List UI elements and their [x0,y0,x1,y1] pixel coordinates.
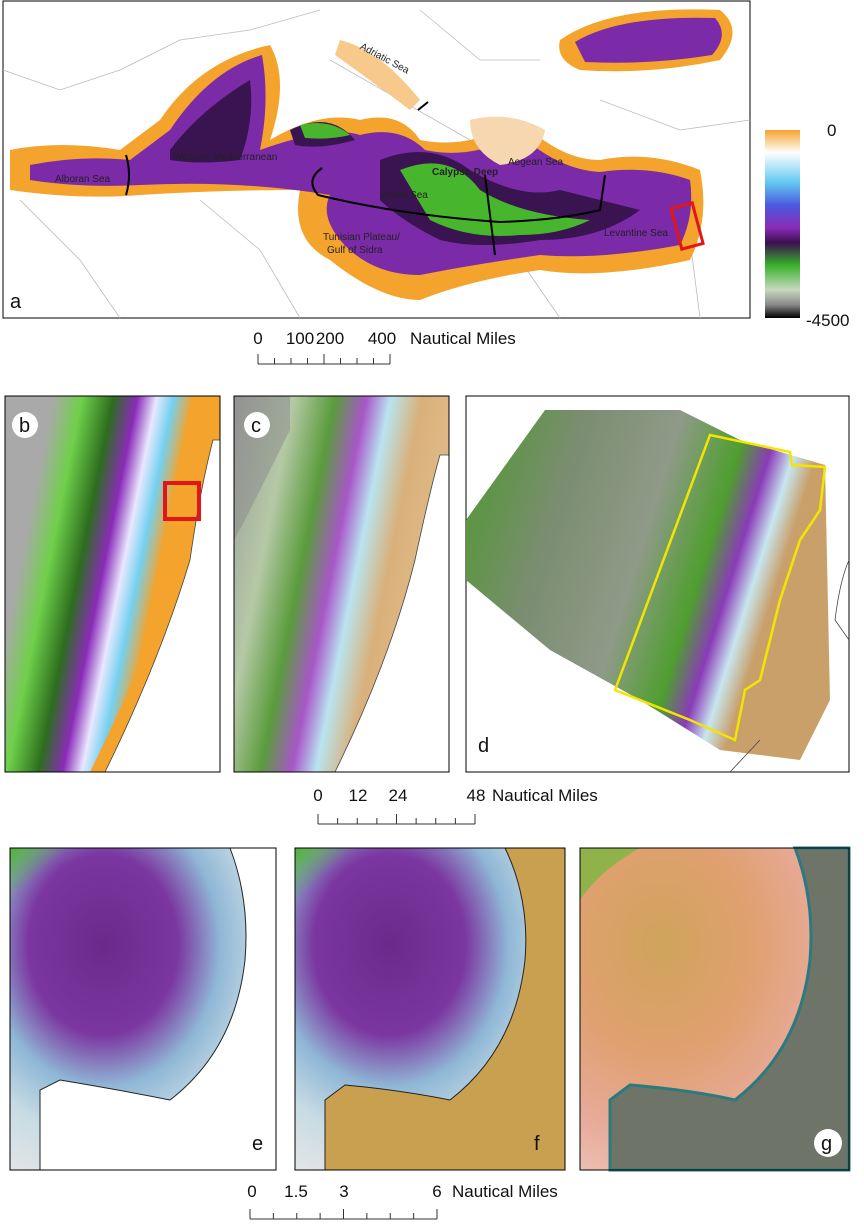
sea-label: Aegean Sea [508,157,563,168]
panel-e: e [10,848,276,1170]
panel-letter: b [19,415,30,437]
scale-label: 100 [286,329,314,348]
figure: Adriatic Sea Western Mediterranean Albor… [0,0,864,1226]
sea-label: Calypso Deep [432,167,498,178]
scale-label: 0 [247,1182,256,1201]
scale-label: 400 [368,329,396,348]
scale-label: 1.5 [284,1182,308,1201]
scale-label: 0 [313,786,322,805]
panel-g: g [580,848,849,1170]
panel-d: d [466,396,849,772]
panel-f: f [295,848,565,1170]
scale-label: 200 [316,329,344,348]
panel-letter: e [252,1133,263,1155]
sea-label: Tunisian Plateau/ [323,232,400,243]
colorbar-label: 0 [827,121,836,140]
colorbar: 0 -4500 [765,121,849,330]
panel-letter: a [10,291,22,313]
panel-b: b [5,396,220,772]
sea-label: Levantine Sea [604,228,668,239]
scale-label: 12 [349,786,368,805]
scale-label: 48 [467,786,486,805]
colorbar-ramp [765,130,800,318]
panel-c: c [234,396,449,772]
panel-letter: g [821,1133,832,1155]
scale-unit: Nautical Miles [410,329,516,348]
panel-letter: f [534,1133,540,1155]
scale-label: 3 [339,1182,348,1201]
scale-label: 0 [253,329,262,348]
sea-label: Western Mediterranean [173,152,277,163]
scale-label: 24 [389,786,408,805]
scale-unit: Nautical Miles [492,786,598,805]
panel-a: Adriatic Sea Western Mediterranean Albor… [3,1,750,318]
panel-letter: c [251,415,261,437]
sea-label: Ionian Sea [380,190,428,201]
colorbar-label: -4500 [806,311,849,330]
sea-label: Alboran Sea [55,174,110,185]
panel-letter: d [478,735,489,757]
sea-label: Gulf of Sidra [327,245,383,256]
scale-label: 6 [432,1182,441,1201]
scale-unit: Nautical Miles [452,1182,558,1201]
